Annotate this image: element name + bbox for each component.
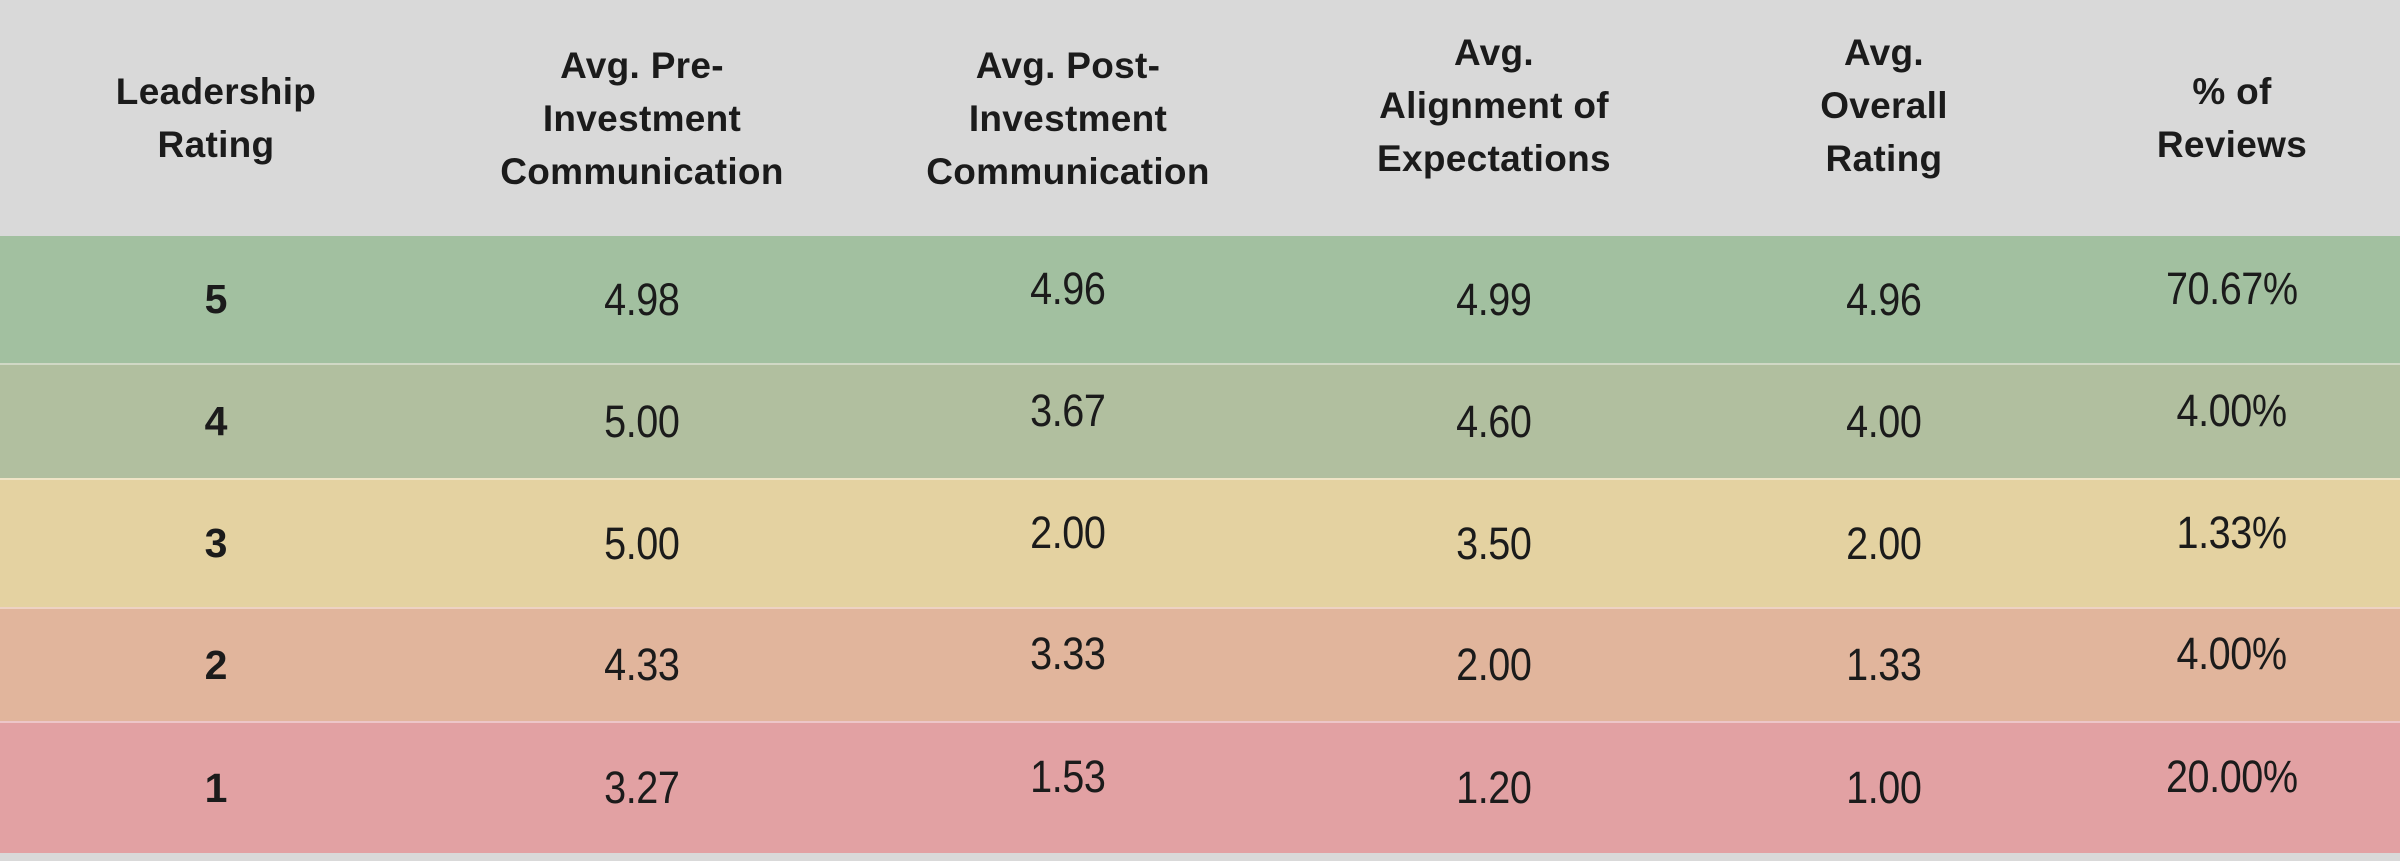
cell-value: 1.20 <box>1456 762 1532 813</box>
cell-avg-post-investment-communication: 2.00 <box>852 507 1284 570</box>
table-row: 4 5.00 3.67 4.60 4.00 4.00% <box>0 363 2400 478</box>
cell-avg-pre-investment-communication: 3.27 <box>432 762 852 814</box>
cell-avg-pre-investment-communication: 4.98 <box>432 274 852 326</box>
cell-value: 1.00 <box>1846 762 1922 813</box>
rating-value: 5 <box>204 276 228 322</box>
cell-avg-alignment-of-expectations: 3.50 <box>1284 518 1704 570</box>
cell-value: 4.33 <box>604 639 680 690</box>
cell-value: 20.00% <box>2166 751 2298 802</box>
cell-avg-overall-rating: 4.96 <box>1704 274 2064 326</box>
cell-avg-post-investment-communication: 1.53 <box>852 751 1284 814</box>
column-header-label: % of Reviews <box>2156 71 2308 165</box>
cell-avg-pre-investment-communication: 5.00 <box>432 396 852 448</box>
cell-value: 5.00 <box>604 395 680 447</box>
cell-value: 1.33 <box>1846 639 1922 690</box>
cell-avg-overall-rating: 1.33 <box>1704 639 2064 691</box>
column-header-label: Leadership Rating <box>115 71 317 165</box>
cell-value: 3.67 <box>1030 384 1106 436</box>
column-header-avg-overall-rating: Avg. Overall Rating <box>1704 0 2064 236</box>
table-bottom-edge <box>0 853 2400 861</box>
table-row: 2 4.33 3.33 2.00 1.33 4.00% <box>0 607 2400 721</box>
cell-avg-overall-rating: 4.00 <box>1704 396 2064 448</box>
column-header-avg-alignment-of-expectations: Avg. Alignment of Expectations <box>1284 0 1704 236</box>
cell-avg-pre-investment-communication: 5.00 <box>432 518 852 570</box>
cell-pct-of-reviews: 4.00% <box>2064 628 2400 691</box>
table-row: 1 3.27 1.53 1.20 1.00 20.00% <box>0 721 2400 853</box>
table-row: 5 4.98 4.96 4.99 4.96 70.67% <box>0 236 2400 363</box>
cell-avg-overall-rating: 2.00 <box>1704 518 2064 570</box>
rating-value: 3 <box>204 520 228 566</box>
cell-value: 4.00 <box>1846 395 1922 447</box>
cell-value: 4.00% <box>2176 628 2288 679</box>
column-header-avg-post-investment-communication: Avg. Post- Investment Communication <box>852 0 1284 236</box>
cell-avg-post-investment-communication: 3.67 <box>852 385 1284 448</box>
column-header-label: Avg. Overall Rating <box>1820 31 1948 179</box>
cell-value: 5.00 <box>604 517 680 569</box>
cell-pct-of-reviews: 4.00% <box>2064 385 2400 448</box>
cell-avg-overall-rating: 1.00 <box>1704 762 2064 814</box>
rating-value: 2 <box>204 641 228 688</box>
cell-leadership-rating: 5 <box>0 276 432 323</box>
rating-value: 4 <box>204 398 228 444</box>
cell-value: 4.99 <box>1456 273 1532 325</box>
cell-value: 4.96 <box>1846 273 1922 325</box>
cell-avg-alignment-of-expectations: 1.20 <box>1284 762 1704 814</box>
cell-avg-alignment-of-expectations: 4.99 <box>1284 274 1704 326</box>
column-header-label: Avg. Post- Investment Communication <box>926 44 1210 192</box>
cell-avg-post-investment-communication: 4.96 <box>852 263 1284 326</box>
cell-value: 3.33 <box>1030 628 1106 679</box>
column-header-avg-pre-investment-communication: Avg. Pre- Investment Communication <box>432 0 852 236</box>
column-header-pct-of-reviews: % of Reviews <box>2064 0 2400 236</box>
table-header-row: Leadership Rating Avg. Pre- Investment C… <box>0 0 2400 236</box>
table-row: 3 5.00 2.00 3.50 2.00 1.33% <box>0 478 2400 607</box>
cell-value: 3.27 <box>604 762 680 813</box>
column-header-label: Avg. Pre- Investment Communication <box>500 44 784 192</box>
cell-value: 2.00 <box>1030 506 1106 558</box>
cell-value: 1.33% <box>2176 506 2288 558</box>
cell-value: 2.00 <box>1456 639 1532 690</box>
cell-value: 4.98 <box>604 273 680 325</box>
cell-value: 3.50 <box>1456 517 1532 569</box>
cell-value: 2.00 <box>1846 517 1922 569</box>
cell-pct-of-reviews: 20.00% <box>2064 751 2400 814</box>
cell-value: 1.53 <box>1030 751 1106 802</box>
cell-avg-pre-investment-communication: 4.33 <box>432 639 852 691</box>
cell-value: 4.00% <box>2176 384 2288 436</box>
column-header-leadership-rating: Leadership Rating <box>0 0 432 236</box>
cell-leadership-rating: 4 <box>0 398 432 445</box>
cell-leadership-rating: 1 <box>0 765 432 812</box>
cell-pct-of-reviews: 70.67% <box>2064 263 2400 326</box>
cell-value: 4.96 <box>1030 262 1106 314</box>
cell-value: 70.67% <box>2166 262 2298 314</box>
cell-avg-alignment-of-expectations: 2.00 <box>1284 639 1704 691</box>
cell-avg-alignment-of-expectations: 4.60 <box>1284 396 1704 448</box>
column-header-label: Avg. Alignment of Expectations <box>1377 31 1611 179</box>
table-body: 5 4.98 4.96 4.99 4.96 70.67% 4 5.00 3.67 4.60 4.00… <box>0 236 2400 853</box>
cell-avg-post-investment-communication: 3.33 <box>852 628 1284 691</box>
cell-leadership-rating: 3 <box>0 520 432 567</box>
cell-value: 4.60 <box>1456 395 1532 447</box>
cell-pct-of-reviews: 1.33% <box>2064 507 2400 570</box>
rating-value: 1 <box>204 764 228 811</box>
cell-leadership-rating: 2 <box>0 642 432 689</box>
